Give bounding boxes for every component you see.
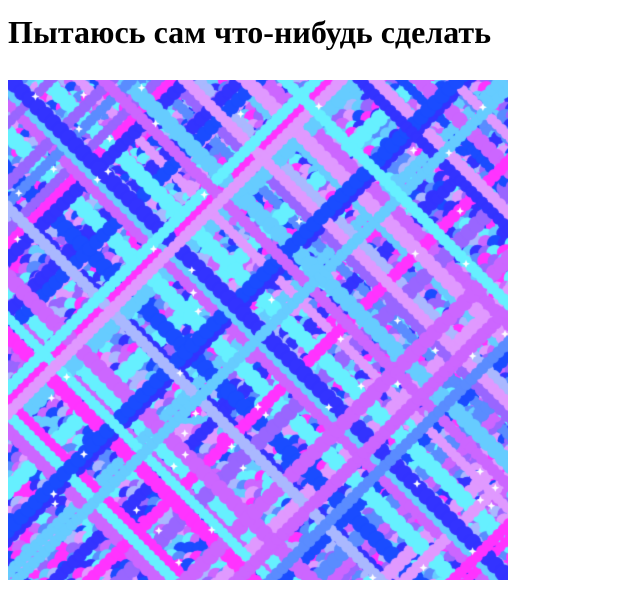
generative-art-canvas — [8, 80, 508, 580]
page-title: Пытаюсь сам что-нибудь сделать — [8, 14, 492, 50]
